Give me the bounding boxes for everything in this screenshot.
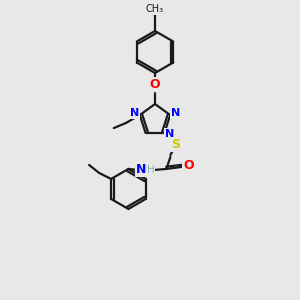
Text: CH₃: CH₃: [146, 4, 164, 14]
Text: N: N: [171, 108, 180, 118]
Text: O: O: [183, 159, 194, 172]
Text: N: N: [130, 108, 140, 118]
Text: N: N: [165, 129, 174, 139]
Text: H: H: [146, 165, 154, 175]
Text: O: O: [150, 77, 160, 91]
Text: N: N: [136, 164, 147, 176]
Text: S: S: [171, 138, 180, 152]
